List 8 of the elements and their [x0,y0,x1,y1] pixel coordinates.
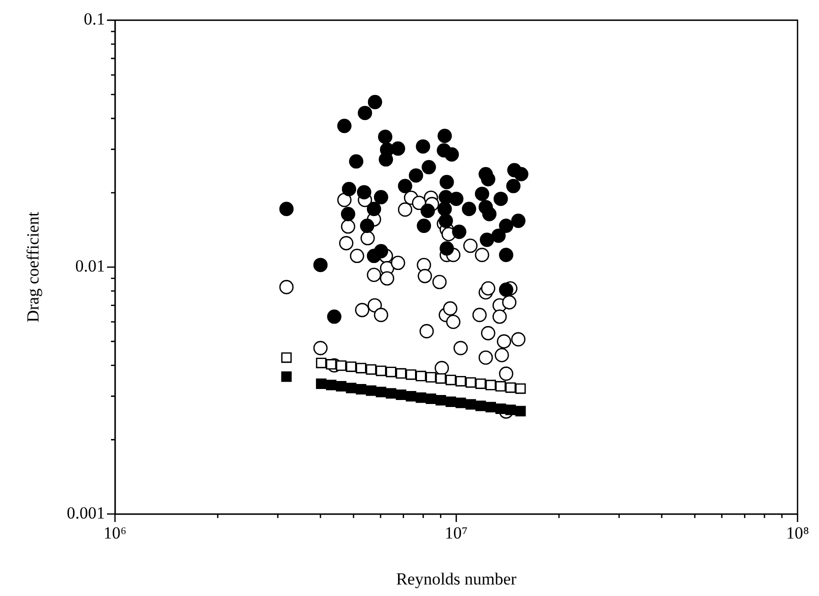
y-tick-label: 0.01 [75,256,105,276]
x-axis-title: Reynolds number [396,569,517,588]
y-tick-label: 0.001 [66,503,105,522]
y-axis-title: Drag coefficient [24,212,43,322]
y-tick-label: 0.1 [84,10,105,29]
x-tick-label: 10⁷ [444,524,468,543]
x-tick-label: 10⁸ [786,524,810,543]
x-tick-label: 10⁶ [104,524,127,543]
